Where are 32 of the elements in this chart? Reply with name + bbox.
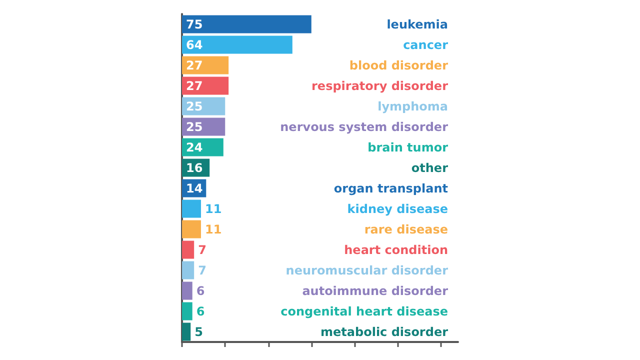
y-tick-label: kidney disease <box>347 202 448 216</box>
data-label: 75 <box>186 17 203 32</box>
y-tick-label: brain tumor <box>368 140 448 154</box>
data-label: 64 <box>186 38 203 52</box>
data-label: 25 <box>186 120 203 134</box>
y-tick-label: congenital heart disease <box>280 304 448 318</box>
y-tick-label: nervous system disorder <box>280 120 448 134</box>
y-tick-label: other <box>411 160 448 175</box>
y-tick-label: leukemia <box>386 17 448 32</box>
y-tick-label: neuromuscular disorder <box>286 263 448 278</box>
data-label: 25 <box>186 99 203 114</box>
y-tick-label: respiratory disorder <box>312 78 448 93</box>
y-tick-label: blood disorder <box>349 58 448 72</box>
y-tick-label: autoimmune disorder <box>302 284 448 298</box>
y-tick-label: heart condition <box>344 242 448 257</box>
y-tick-label: cancer <box>403 38 448 52</box>
y-tick-label: organ transplant <box>334 181 448 196</box>
y-tick-label: rare disease <box>364 222 448 236</box>
y-tick-label: lymphoma <box>378 99 448 114</box>
data-label: 27 <box>186 58 203 72</box>
data-label: 16 <box>186 160 203 175</box>
data-label: 14 <box>186 181 203 196</box>
data-label: 11 <box>204 202 222 216</box>
data-label: 11 <box>204 222 222 236</box>
y-tick-label: metabolic disorder <box>320 324 448 339</box>
data-label: 5 <box>194 324 203 339</box>
data-label: 7 <box>198 263 206 278</box>
data-label: 6 <box>196 304 205 318</box>
data-label: 24 <box>186 140 203 154</box>
data-label: 7 <box>198 242 206 257</box>
data-label: 27 <box>186 78 203 93</box>
data-label: 6 <box>196 284 205 298</box>
